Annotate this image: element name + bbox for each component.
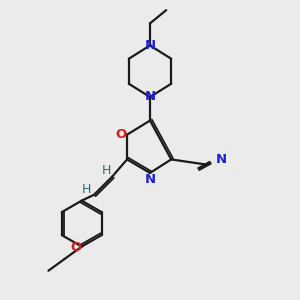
Text: N: N [144,39,156,52]
Text: N: N [145,173,156,186]
Text: O: O [70,241,81,254]
Text: H: H [102,164,111,177]
Text: N: N [144,91,156,103]
Text: H: H [82,183,92,196]
Text: N: N [216,153,227,166]
Text: O: O [116,128,127,141]
